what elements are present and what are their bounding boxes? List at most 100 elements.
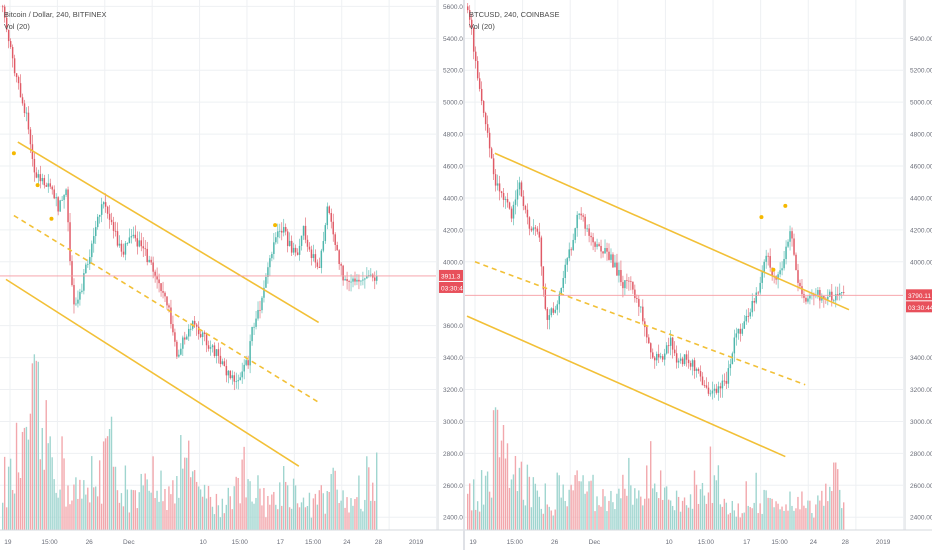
volume-bar [522, 499, 525, 530]
volume-bar [636, 498, 638, 530]
candle-body [140, 240, 143, 247]
candle-body [727, 368, 730, 384]
candle-body [302, 225, 305, 236]
candle-body [787, 241, 789, 247]
candle-body [669, 337, 672, 346]
volume-bar [59, 489, 61, 530]
time-tick-label: 19 [4, 539, 12, 546]
volume-bar [534, 483, 537, 530]
candle-body [61, 199, 63, 201]
volume-bar [43, 469, 45, 530]
candle-body [225, 366, 228, 376]
volume-bar [659, 470, 662, 530]
candle-body [376, 276, 378, 281]
volume-bar [247, 479, 249, 530]
volume-indicator-label: Vol (20) [469, 22, 495, 31]
volume-bar [775, 501, 777, 530]
candle-body [142, 246, 144, 249]
volume-bar [596, 496, 598, 530]
candle-body [144, 248, 146, 250]
volume-bar [73, 484, 75, 530]
candle-body [342, 265, 344, 281]
candle-body [330, 213, 332, 222]
volume-bar [703, 495, 706, 530]
candle-body [472, 27, 475, 52]
volume-bars [2, 354, 378, 530]
candle-body [211, 345, 214, 348]
volume-bar [340, 500, 342, 530]
volume-bar [737, 503, 739, 530]
candle-body [239, 377, 241, 381]
volume-bar [781, 506, 783, 530]
volume-bar [211, 506, 214, 530]
volume-bar [683, 497, 686, 530]
time-tick-label: 10 [665, 539, 673, 546]
candle-body [27, 112, 30, 130]
volume-bar [372, 482, 374, 530]
chart-pane-bitfinex[interactable]: 5600.0 5400.0 5200.0 5000.0 4800.0 4600.0 4400… [0, 0, 464, 550]
candle-body [638, 298, 640, 307]
candle-body [689, 363, 692, 367]
channel-mid-line [474, 261, 806, 386]
candle-body [284, 227, 287, 232]
volume-bar [665, 486, 668, 530]
volume-bar [783, 510, 785, 530]
volume-bar [166, 509, 168, 530]
price-tick-label: 2400.0 [443, 515, 463, 522]
volume-bar [638, 490, 640, 530]
time-tick-label: 24 [810, 539, 818, 546]
volume-bar [626, 495, 628, 530]
volume-bar [205, 498, 208, 530]
volume-bar [308, 492, 311, 530]
candle-body [594, 242, 596, 247]
candle-body [249, 341, 251, 366]
candle-body [114, 230, 117, 232]
legend-bitfinex: Bitcoin / Dollar, 240, BITFINEX Vol (20) [4, 9, 107, 33]
volume-bar [749, 507, 751, 530]
volume-bar [554, 509, 556, 530]
candle-body [626, 280, 628, 281]
candle-body [231, 375, 234, 379]
candle-body [510, 208, 513, 219]
volume-bar [322, 493, 324, 530]
pane-divider[interactable] [463, 0, 466, 550]
candle-body [132, 234, 135, 237]
candle-body [184, 337, 186, 340]
candle-body [663, 353, 666, 360]
volume-bar [284, 481, 287, 530]
candle-body [578, 213, 580, 215]
volume-bar [320, 485, 322, 530]
candle-body [671, 337, 674, 350]
candle-body [45, 185, 48, 187]
chart-pane-coinbase[interactable]: 5400.00 5200.00 5000.00 4800.00 4600.00 4400.… [465, 0, 932, 550]
volume-bar [572, 490, 574, 530]
volume-bar [646, 465, 648, 530]
chart-canvas-bitfinex[interactable]: 5600.0 5400.0 5200.0 5000.0 4800.0 4600.0 4400… [0, 0, 464, 550]
volume-bar [37, 361, 39, 530]
volume-bar [620, 498, 622, 530]
volume-bar [213, 514, 216, 530]
candle-body [106, 206, 109, 214]
volume-bar [614, 509, 616, 530]
volume-bar [837, 469, 839, 530]
chart-canvas-coinbase[interactable]: 5400.00 5200.00 5000.00 4800.00 4600.00 4400.… [465, 0, 932, 550]
candle-body [739, 328, 742, 334]
volume-bar [480, 470, 483, 530]
candle-body [759, 282, 761, 293]
candle-body [506, 199, 509, 203]
candle-body [566, 258, 568, 265]
candle-body [148, 259, 150, 263]
volume-bar [318, 490, 321, 530]
volume-bar [9, 458, 12, 530]
volume-bar [261, 505, 263, 530]
volume-bar [108, 429, 111, 530]
candle-body [263, 287, 265, 298]
candle-body [831, 291, 833, 301]
volume-bar [701, 482, 704, 530]
volume-bar [697, 503, 700, 530]
candle-body [602, 251, 604, 254]
candle-body [839, 293, 841, 296]
chart-title: Bitcoin / Dollar, 240, BITFINEX [4, 10, 107, 19]
candle-body [81, 290, 83, 292]
candle-body [518, 182, 521, 190]
